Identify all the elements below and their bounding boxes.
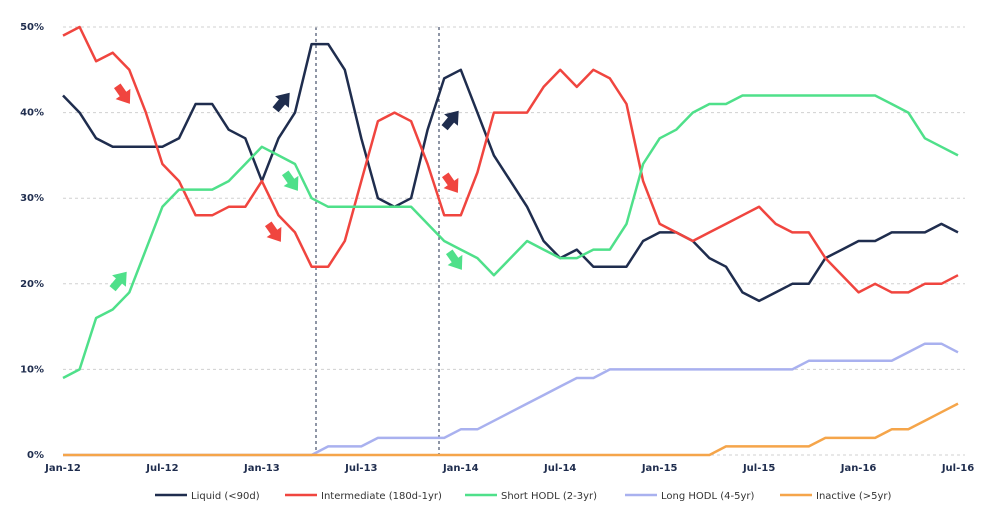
x-tick-label: Jan-14 bbox=[442, 463, 479, 474]
legend-label: Short HODL (2-3yr) bbox=[501, 491, 597, 502]
y-tick-label: 50% bbox=[20, 22, 44, 33]
arrow bbox=[441, 110, 459, 131]
arrow bbox=[281, 170, 299, 191]
x-tick-label: Jul-14 bbox=[543, 463, 576, 474]
arrow bbox=[264, 221, 282, 242]
legend-label: Liquid (<90d) bbox=[191, 491, 260, 502]
annotation-lines bbox=[315, 27, 440, 455]
legend-label: Intermediate (180d-1yr) bbox=[321, 491, 442, 502]
y-tick-label: 20% bbox=[20, 279, 44, 290]
series-line bbox=[62, 42, 959, 303]
y-tick-label: 10% bbox=[20, 364, 44, 375]
x-tick-label: Jul-16 bbox=[941, 463, 974, 474]
y-tick-label: 40% bbox=[20, 108, 44, 119]
y-tick-label: 0% bbox=[27, 450, 44, 461]
x-tick-label: Jul-15 bbox=[742, 463, 775, 474]
grid bbox=[63, 26, 965, 456]
series-line bbox=[62, 94, 959, 380]
legend: Liquid (<90d) Intermediate (180d-1yr) Shor… bbox=[155, 491, 892, 502]
x-tick-label: Jul-13 bbox=[344, 463, 377, 474]
x-tick-label: Jul-12 bbox=[145, 463, 178, 474]
arrow bbox=[113, 83, 131, 104]
arrows bbox=[109, 83, 463, 292]
x-tick-label: Jan-15 bbox=[641, 463, 678, 474]
legend-label: Long HODL (4-5yr) bbox=[661, 491, 754, 502]
y-tick-label: 30% bbox=[20, 193, 44, 204]
x-tick-label: Jan-16 bbox=[840, 463, 877, 474]
arrow bbox=[109, 271, 127, 292]
arrow bbox=[272, 92, 290, 113]
legend-label: Inactive (>5yr) bbox=[816, 491, 892, 502]
arrow bbox=[441, 172, 459, 193]
series-line bbox=[62, 25, 959, 294]
x-tick-label: Jan-13 bbox=[243, 463, 280, 474]
arrow bbox=[445, 249, 463, 270]
series-line bbox=[63, 402, 959, 457]
x-tick-label: Jan-12 bbox=[44, 463, 81, 474]
